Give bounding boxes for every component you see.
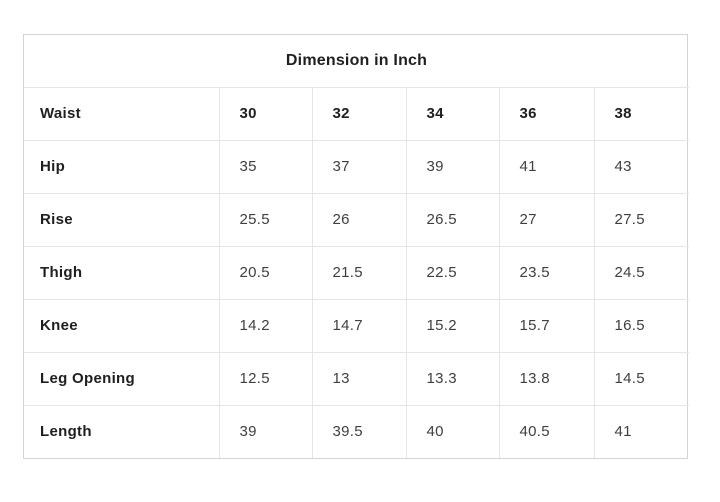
row-label: Leg Opening xyxy=(24,351,219,405)
size-chart-table: Dimension in Inch Waist 30 32 34 36 38 H… xyxy=(23,34,690,459)
row-label: Waist xyxy=(24,86,219,140)
table-row: Knee 14.2 14.7 15.2 15.7 16.5 xyxy=(24,298,690,352)
value-cell: 39 xyxy=(218,404,312,458)
header-value: 32 xyxy=(311,86,406,140)
value-cell: 35 xyxy=(218,139,312,193)
table-header-row: Waist 30 32 34 36 38 xyxy=(24,86,690,140)
value-cell: 20.5 xyxy=(218,245,312,299)
value-cell: 14.2 xyxy=(218,298,312,352)
value-cell: 41 xyxy=(593,404,690,458)
value-cell: 26.5 xyxy=(405,192,499,246)
value-cell: 39.5 xyxy=(311,404,406,458)
value-cell: 27.5 xyxy=(593,192,690,246)
value-cell: 15.7 xyxy=(498,298,594,352)
table-row: Hip 35 37 39 41 43 xyxy=(24,139,690,193)
table-row: Length 39 39.5 40 40.5 41 xyxy=(24,404,690,458)
header-value: 34 xyxy=(405,86,499,140)
table-row: Thigh 20.5 21.5 22.5 23.5 24.5 xyxy=(24,245,690,299)
table-body: Dimension in Inch Waist 30 32 34 36 38 H… xyxy=(24,35,690,458)
value-cell: 15.2 xyxy=(405,298,499,352)
value-cell: 39 xyxy=(405,139,499,193)
dimension-table: Dimension in Inch Waist 30 32 34 36 38 H… xyxy=(24,35,690,458)
value-cell: 24.5 xyxy=(593,245,690,299)
row-label: Hip xyxy=(24,139,219,193)
value-cell: 21.5 xyxy=(311,245,406,299)
row-label: Rise xyxy=(24,192,219,246)
header-value: 36 xyxy=(498,86,594,140)
value-cell: 13.3 xyxy=(405,351,499,405)
value-cell: 26 xyxy=(311,192,406,246)
value-cell: 12.5 xyxy=(218,351,312,405)
value-cell: 14.5 xyxy=(593,351,690,405)
value-cell: 13 xyxy=(311,351,406,405)
row-label: Length xyxy=(24,404,219,458)
value-cell: 23.5 xyxy=(498,245,594,299)
value-cell: 40.5 xyxy=(498,404,594,458)
table-row: Leg Opening 12.5 13 13.3 13.8 14.5 xyxy=(24,351,690,405)
row-label: Knee xyxy=(24,298,219,352)
header-value: 38 xyxy=(593,86,690,140)
value-cell: 13.8 xyxy=(498,351,594,405)
value-cell: 43 xyxy=(593,139,690,193)
table-title-row: Dimension in Inch xyxy=(24,35,689,87)
row-label: Thigh xyxy=(24,245,219,299)
table-title: Dimension in Inch xyxy=(285,51,428,69)
header-value: 30 xyxy=(218,86,312,140)
value-cell: 22.5 xyxy=(405,245,499,299)
value-cell: 14.7 xyxy=(311,298,406,352)
value-cell: 25.5 xyxy=(218,192,312,246)
value-cell: 16.5 xyxy=(593,298,690,352)
value-cell: 40 xyxy=(405,404,499,458)
value-cell: 41 xyxy=(498,139,594,193)
value-cell: 37 xyxy=(311,139,406,193)
value-cell: 27 xyxy=(498,192,594,246)
table-row: Rise 25.5 26 26.5 27 27.5 xyxy=(24,192,690,246)
